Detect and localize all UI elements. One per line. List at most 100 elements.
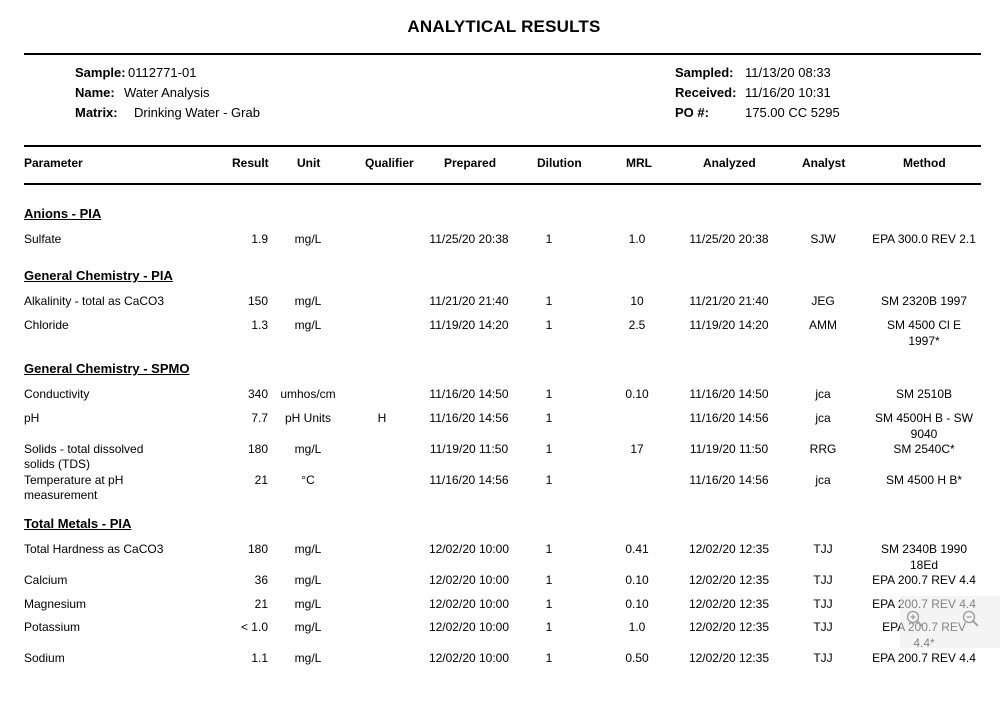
col-header-dilution: Dilution (537, 156, 582, 170)
cell-prepared: 11/16/20 14:50 (429, 387, 509, 401)
cell-dilution: 1 (545, 473, 553, 487)
received-label: Received: (675, 85, 737, 100)
col-header-analyzed: Analyzed (703, 156, 756, 170)
cell-prepared: 12/02/20 10:00 (428, 542, 510, 556)
cell-parameter: Temperature at pH (24, 473, 124, 487)
sample-name: Water Analysis (124, 85, 210, 100)
cell-analyst: TJJ (813, 573, 833, 587)
cell-unit: mg/L (294, 573, 322, 587)
cell-method: SM 4500 H B* (885, 473, 963, 487)
cell-method-line2: 1997* (908, 334, 940, 348)
col-header-analyst: Analyst (802, 156, 846, 170)
matrix-label: Matrix: (75, 105, 118, 120)
cell-parameter: Magnesium (24, 597, 87, 611)
cell-method: SM 2340B 1990 (880, 542, 968, 556)
cell-parameter: Sodium (24, 651, 65, 665)
name-label: Name: (75, 85, 115, 100)
cell-result: 7.7 (251, 411, 268, 425)
sample-info-right: Sampled: 11/13/20 08:33 Received: 11/16/… (675, 63, 975, 123)
cell-qualifier: H (377, 411, 387, 425)
cell-analyzed: 11/16/20 14:50 (689, 387, 769, 401)
col-header-prepared: Prepared (444, 156, 497, 170)
sample-label: Sample: (75, 65, 126, 80)
cell-dilution: 1 (545, 411, 553, 425)
col-header-method: Method (903, 156, 946, 170)
section-heading: General Chemistry - SPMO (24, 361, 190, 376)
cell-analyzed: 12/02/20 12:35 (688, 597, 770, 611)
cell-analyst: TJJ (813, 651, 833, 665)
cell-mrl: 0.50 (625, 651, 649, 665)
cell-dilution: 1 (545, 294, 553, 308)
cell-analyst: jca (815, 411, 831, 425)
cell-analyzed: 11/19/20 14:20 (689, 318, 769, 332)
cell-analyst: TJJ (813, 620, 833, 634)
cell-parameter: Total Hardness as CaCO3 (24, 542, 164, 556)
cell-method: EPA 200.7 REV 4.4 (872, 651, 976, 665)
cell-parameter-line2: measurement (24, 488, 98, 502)
cell-method: SM 2540C* (893, 442, 955, 456)
cell-dilution: 1 (545, 542, 553, 556)
cell-unit: mg/L (294, 294, 322, 308)
cell-mrl: 1.0 (628, 620, 646, 634)
sampled-label: Sampled: (675, 65, 734, 80)
received-date: 11/16/20 10:31 (745, 85, 831, 100)
cell-parameter: Calcium (24, 573, 68, 587)
cell-result: 180 (247, 442, 268, 456)
cell-analyst: RRG (809, 442, 837, 456)
cell-mrl: 0.10 (625, 573, 649, 587)
cell-dilution: 1 (545, 387, 553, 401)
cell-prepared: 11/19/20 14:20 (429, 318, 509, 332)
cell-unit: mg/L (294, 232, 322, 246)
cell-method: SM 4500H B - SW (874, 411, 974, 425)
cell-analyzed: 12/02/20 12:35 (688, 573, 770, 587)
cell-parameter: Solids - total dissolved (24, 442, 144, 456)
section-heading: Total Metals - PIA (24, 516, 132, 531)
cell-dilution: 1 (545, 573, 553, 587)
cell-mrl: 0.10 (625, 597, 649, 611)
sampled-date: 11/13/20 08:33 (745, 65, 831, 80)
cell-unit: mg/L (294, 318, 322, 332)
cell-prepared: 11/16/20 14:56 (429, 411, 509, 425)
cell-method: SM 4500 Cl E (886, 318, 962, 332)
cell-analyst: TJJ (813, 597, 833, 611)
cell-unit: mg/L (294, 597, 322, 611)
cell-prepared: 12/02/20 10:00 (428, 620, 510, 634)
cell-analyst: jca (815, 473, 831, 487)
cell-parameter-line2: solids (TDS) (24, 457, 91, 471)
cell-result: 340 (247, 387, 268, 401)
col-header-qualifier: Qualifier (365, 156, 414, 170)
report-title: ANALYTICAL RESULTS (407, 17, 601, 36)
cell-parameter: Sulfate (24, 232, 62, 246)
zoom-in-icon[interactable] (906, 610, 924, 628)
cell-analyzed: 12/02/20 12:35 (688, 542, 770, 556)
cell-parameter: Alkalinity - total as CaCO3 (24, 294, 165, 308)
cell-unit: mg/L (294, 542, 322, 556)
zoom-out-icon[interactable] (962, 610, 980, 628)
header-bottom-divider (24, 183, 981, 185)
cell-parameter: pH (24, 411, 40, 425)
cell-analyst: JEG (811, 294, 835, 308)
cell-method: EPA 300.0 REV 2.1 (872, 232, 976, 246)
cell-analyst: SJW (810, 232, 836, 246)
cell-unit: mg/L (294, 620, 322, 634)
cell-result: < 1.0 (240, 620, 268, 634)
cell-analyzed: 12/02/20 12:35 (688, 620, 770, 634)
cell-analyzed: 11/25/20 20:38 (689, 232, 769, 246)
cell-prepared: 12/02/20 10:00 (428, 573, 510, 587)
cell-method: SM 2320B 1997 (880, 294, 968, 308)
cell-method-line2: 9040 (910, 427, 938, 441)
col-header-mrl: MRL (626, 156, 652, 170)
cell-prepared: 12/02/20 10:00 (428, 651, 510, 665)
cell-unit: umhos/cm (280, 387, 336, 401)
cell-prepared: 12/02/20 10:00 (428, 597, 510, 611)
cell-dilution: 1 (545, 318, 553, 332)
cell-dilution: 1 (545, 232, 553, 246)
cell-mrl: 1.0 (628, 232, 646, 246)
cell-result: 21 (254, 597, 268, 611)
cell-unit: °C (301, 473, 315, 487)
cell-analyst: AMM (809, 318, 837, 332)
cell-result: 150 (247, 294, 268, 308)
cell-prepared: 11/16/20 14:56 (429, 473, 509, 487)
cell-mrl: 0.10 (625, 387, 649, 401)
cell-dilution: 1 (545, 597, 553, 611)
